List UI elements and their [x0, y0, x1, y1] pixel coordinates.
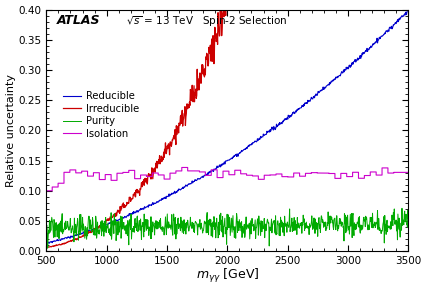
Line: Reducible: Reducible	[46, 8, 407, 244]
Reducible	[405, 7, 410, 10]
Isolation	[405, 171, 410, 174]
Purity	[398, 207, 403, 210]
Isolation	[179, 166, 184, 169]
Reducible	[317, 89, 322, 93]
Text: ATLAS: ATLAS	[57, 14, 101, 27]
Y-axis label: Relative uncertainty: Relative uncertainty	[6, 74, 15, 187]
Purity	[66, 228, 72, 232]
Reducible	[274, 125, 279, 128]
Irreducible	[43, 246, 49, 249]
Line: Irreducible: Irreducible	[46, 0, 407, 248]
Purity	[355, 216, 360, 220]
Isolation	[274, 172, 279, 176]
Purity	[405, 217, 410, 220]
Reducible	[354, 58, 360, 62]
Isolation	[318, 171, 323, 175]
Isolation	[43, 189, 49, 193]
Line: Isolation: Isolation	[46, 167, 407, 191]
Purity	[318, 214, 323, 218]
Purity	[43, 226, 49, 229]
Reducible	[43, 242, 49, 246]
Legend: Reducible, Irreducible, Purity, Isolation: Reducible, Irreducible, Purity, Isolatio…	[58, 87, 142, 143]
Text: $\sqrt{s}$ = 13 TeV   Spin-2 Selection: $\sqrt{s}$ = 13 TeV Spin-2 Selection	[126, 14, 287, 29]
X-axis label: $m_{\gamma\gamma}$ [GeV]: $m_{\gamma\gamma}$ [GeV]	[195, 267, 259, 285]
Reducible	[263, 133, 268, 136]
Purity	[254, 222, 259, 225]
Purity	[274, 220, 279, 223]
Irreducible	[66, 239, 71, 243]
Line: Purity: Purity	[46, 208, 407, 248]
Isolation	[254, 174, 259, 178]
Isolation	[355, 177, 360, 180]
Isolation	[263, 173, 268, 177]
Isolation	[66, 171, 71, 174]
Purity	[263, 224, 268, 227]
Purity	[45, 246, 50, 250]
Reducible	[253, 140, 259, 143]
Reducible	[66, 236, 71, 239]
